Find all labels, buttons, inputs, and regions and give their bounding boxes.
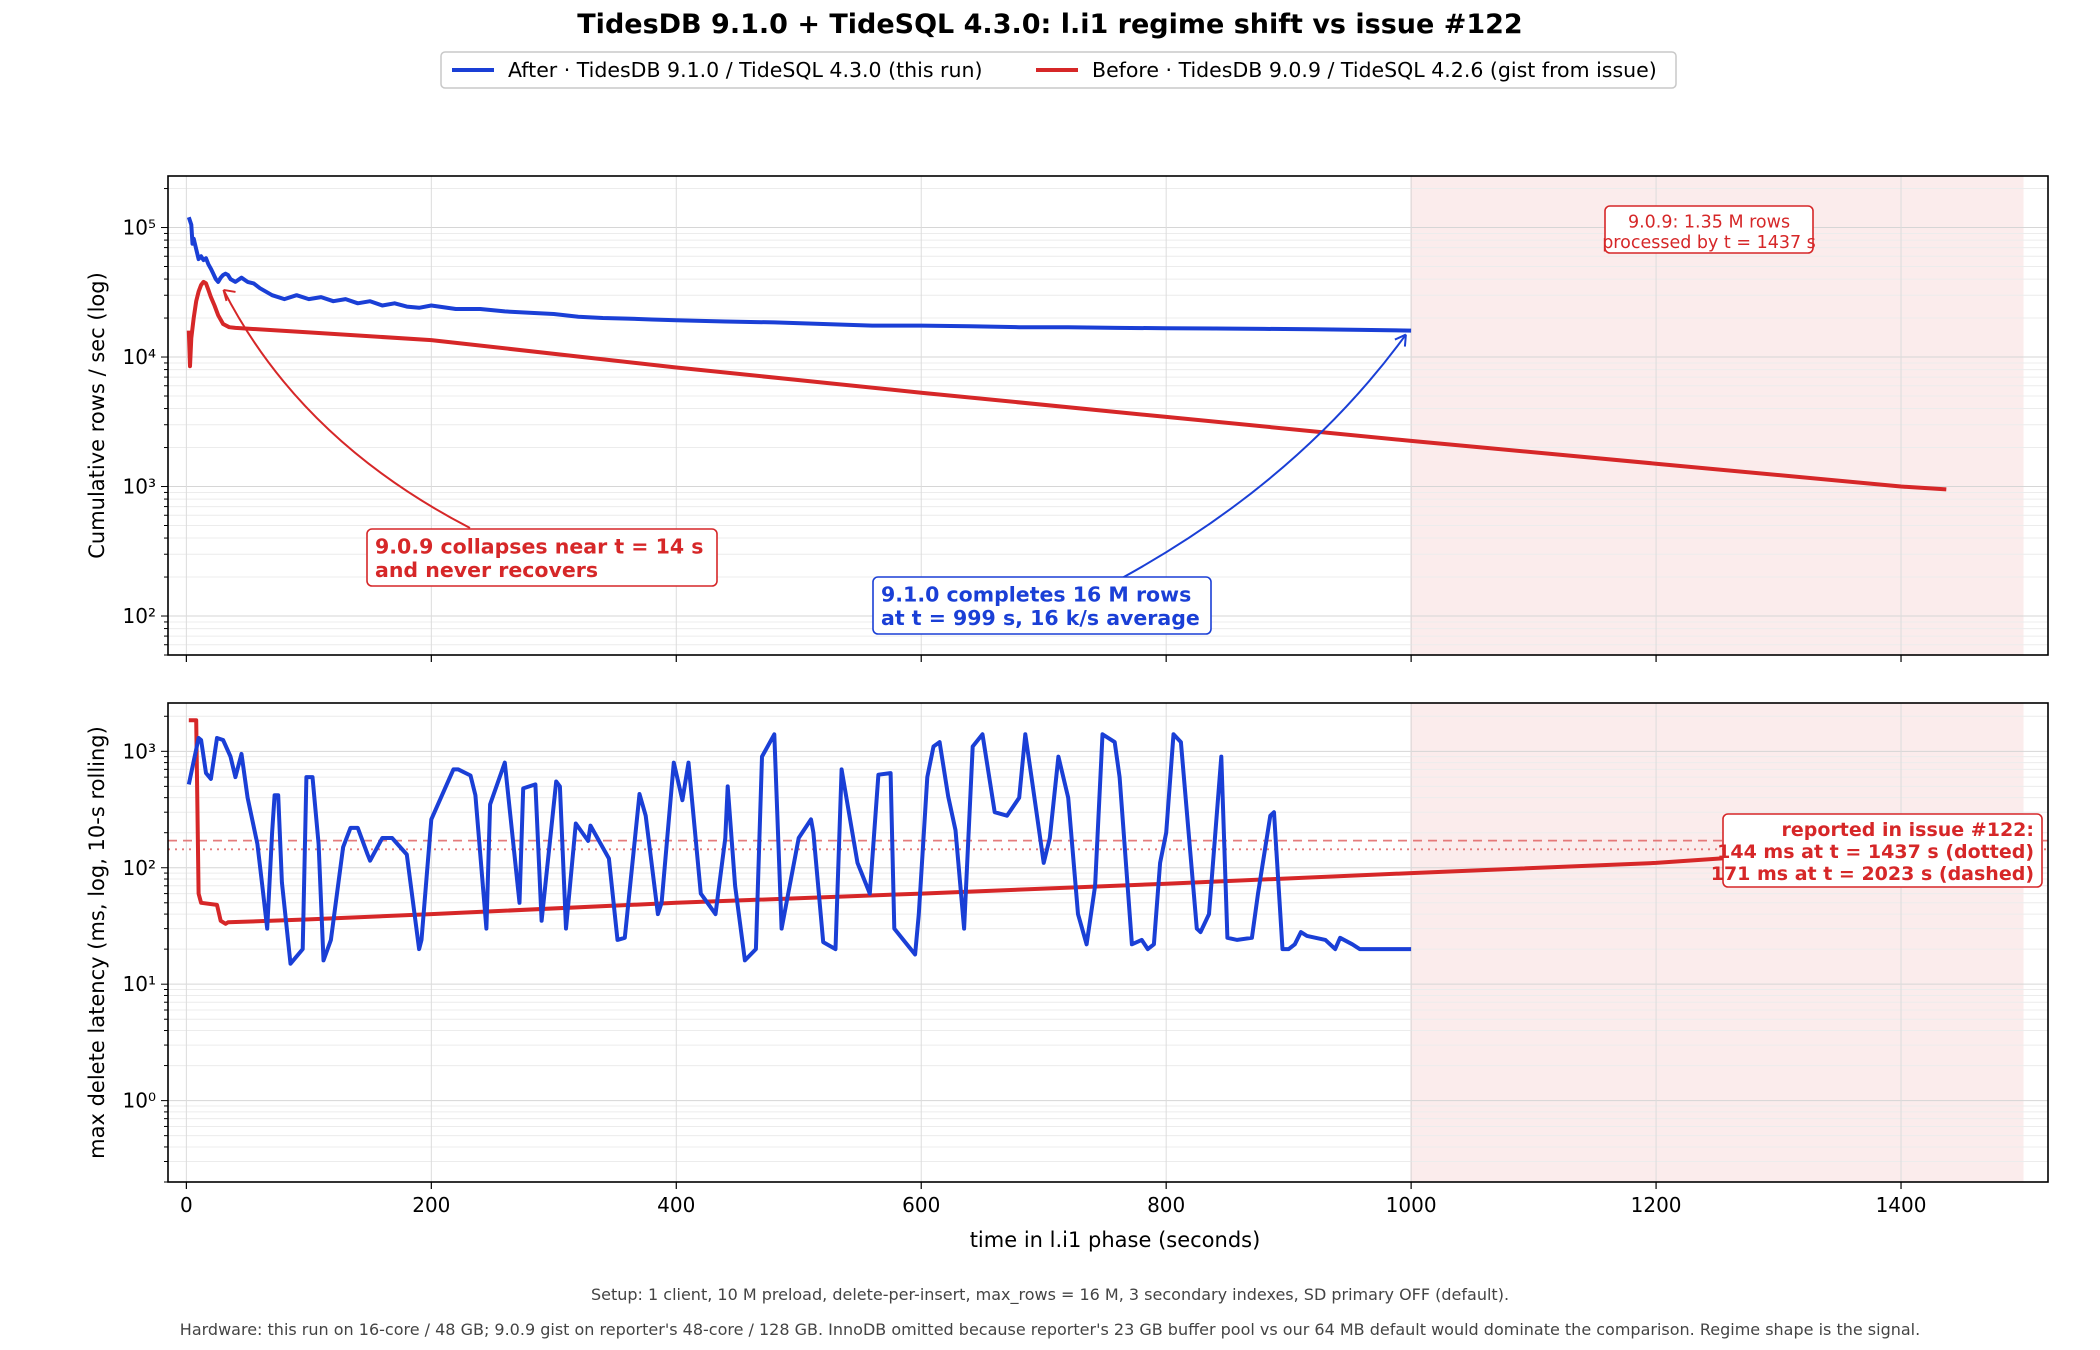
y-tick-label: 10² xyxy=(123,856,156,880)
annotation-issue-box xyxy=(1722,813,2043,888)
plot-frame xyxy=(167,702,2049,1183)
series-line-after xyxy=(186,216,1412,333)
x-tick-label: 800 xyxy=(1147,1193,1185,1217)
x-tick-label: 1000 xyxy=(1386,1193,1437,1217)
x-tick-label: 0 xyxy=(180,1193,193,1217)
throughput-panel: 10² 10³ 10⁴ 10⁵ Cumulative rows / sec (log) 9… xyxy=(85,175,2049,662)
hardware-note: Hardware: this run on 16-core / 48 GB; 9… xyxy=(179,1320,1921,1339)
annotation-issue-line: 171 ms at t = 2023 s (dashed) xyxy=(1711,863,2034,885)
plot-frame xyxy=(167,175,2049,656)
latency-panel: 0 200 400 600 800 1000 1200 1400 10⁰ 10¹ 10² 10³ max… xyxy=(85,702,2049,1217)
y-tick-label: 10⁵ xyxy=(123,216,156,240)
x-tick-label: 200 xyxy=(412,1193,450,1217)
annotation-complete-line: at t = 999 s, 16 k/s average xyxy=(881,606,1200,630)
annotation-arrowhead-collapse xyxy=(222,288,236,302)
legend-label-before: Before · TidesDB 9.0.9 / TideSQL 4.2.6 (… xyxy=(1092,58,1657,82)
series-line-after xyxy=(186,732,1412,966)
y-tick-label: 10¹ xyxy=(123,972,156,996)
y-axis-label: Cumulative rows / sec (log) xyxy=(85,272,109,559)
y-tick-label: 10³ xyxy=(123,739,156,763)
annotation-rows-processed-line: processed by t = 1437 s xyxy=(1602,233,1816,253)
annotation-complete-box xyxy=(872,576,1212,635)
annotation-collapse-line: and never recovers xyxy=(375,558,598,582)
annotation-issue-line: 144 ms at t = 1437 s (dotted) xyxy=(1717,841,2034,863)
x-tick-label: 1200 xyxy=(1631,1193,1682,1217)
series-line-before xyxy=(186,279,1947,492)
annotation-issue-line: reported in issue #122: xyxy=(1782,819,2034,841)
y-tick-label: 10⁰ xyxy=(123,1089,156,1113)
annotation-collapse-line: 9.0.9 collapses near t = 14 s xyxy=(375,535,703,559)
annotation-arrow-complete xyxy=(1121,334,1407,579)
chart-figure: TidesDB 9.1.0 + TideSQL 4.3.0: l.i1 regi… xyxy=(85,9,2049,1252)
y-tick-label: 10² xyxy=(123,604,156,628)
annotation-complete-line: 9.1.0 completes 16 M rows xyxy=(881,583,1191,607)
annotation-collapse-box xyxy=(366,528,718,587)
legend-label-after: After · TidesDB 9.1.0 / TideSQL 4.3.0 (t… xyxy=(508,58,982,82)
x-axis-label: time in l.i1 phase (seconds) xyxy=(970,1228,1261,1252)
x-tick-label: 1400 xyxy=(1876,1193,1927,1217)
annotation-rows-processed-line: 9.0.9: 1.35 M rows xyxy=(1628,213,1790,233)
x-tick-label: 600 xyxy=(902,1193,940,1217)
y-tick-label: 10⁴ xyxy=(123,345,156,369)
setup-note: Setup: 1 client, 10 M preload, delete-pe… xyxy=(590,1285,1510,1304)
y-tick-label: 10³ xyxy=(123,475,156,499)
legend: After · TidesDB 9.1.0 / TideSQL 4.3.0 (t… xyxy=(440,51,1677,89)
annotation-rows-processed-box xyxy=(1604,205,1814,254)
x-tick-label: 400 xyxy=(657,1193,695,1217)
shaded-region xyxy=(1411,703,2024,1182)
annotation-arrowhead-complete xyxy=(1394,333,1407,347)
chart-title: TidesDB 9.1.0 + TideSQL 4.3.0: l.i1 regi… xyxy=(577,9,1522,40)
y-axis-label: max delete latency (ms, log, 10-s rollin… xyxy=(85,726,109,1159)
annotation-arrow-collapse xyxy=(222,289,471,529)
